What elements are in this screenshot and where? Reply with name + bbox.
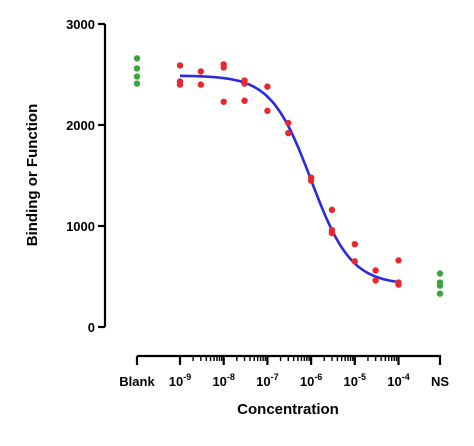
ns-point xyxy=(436,282,444,289)
data-point xyxy=(372,277,379,284)
control-points-layer xyxy=(133,55,444,297)
y-axis: 0 1000 2000 3000 xyxy=(66,17,107,335)
y-tick-label: 1000 xyxy=(66,219,95,234)
x-tick-label: 10-5 xyxy=(344,372,366,389)
x-tick-label-blank: Blank xyxy=(119,374,155,389)
y-axis-title: Binding or Function xyxy=(24,104,41,246)
x-tick-label: 10-8 xyxy=(212,372,234,389)
data-point xyxy=(176,81,184,88)
data-point xyxy=(395,257,402,264)
ns-point xyxy=(436,270,444,277)
data-point xyxy=(351,258,358,265)
fit-curve xyxy=(180,74,399,284)
x-tick-label: 10-9 xyxy=(169,372,191,389)
blank-point xyxy=(133,65,141,72)
data-point xyxy=(264,83,271,90)
data-point xyxy=(395,281,402,288)
data-point xyxy=(241,97,248,104)
data-point xyxy=(285,119,292,127)
data-point xyxy=(197,68,205,75)
data-point xyxy=(264,107,271,115)
data-point xyxy=(285,129,292,137)
x-axis-title: Concentration xyxy=(237,401,339,418)
data-point xyxy=(372,267,379,274)
blank-point xyxy=(133,73,141,80)
data-point xyxy=(351,240,358,248)
data-point xyxy=(197,81,205,88)
x-tick-label: 10-4 xyxy=(387,372,409,389)
x-axis: Blank NS 10-9 10-8 10-7 10-6 10-5 10-4 xyxy=(119,354,449,389)
data-point xyxy=(328,229,336,237)
data-point xyxy=(220,64,227,71)
y-tick-label: 2000 xyxy=(66,118,95,133)
y-tick-label: 0 xyxy=(88,320,95,335)
blank-point xyxy=(133,55,141,62)
x-tick-label: 10-7 xyxy=(256,372,278,389)
blank-point xyxy=(133,80,141,87)
data-point xyxy=(241,80,248,87)
ns-point xyxy=(436,290,444,297)
data-point xyxy=(176,62,184,69)
data-point xyxy=(220,98,227,105)
fit-curve-layer xyxy=(180,74,399,284)
data-point xyxy=(307,177,315,184)
x-tick-label-ns: NS xyxy=(431,374,449,389)
data-points-layer xyxy=(176,61,402,288)
y-tick-label: 3000 xyxy=(66,17,95,32)
x-tick-label: 10-6 xyxy=(300,372,322,389)
data-point xyxy=(328,206,336,214)
